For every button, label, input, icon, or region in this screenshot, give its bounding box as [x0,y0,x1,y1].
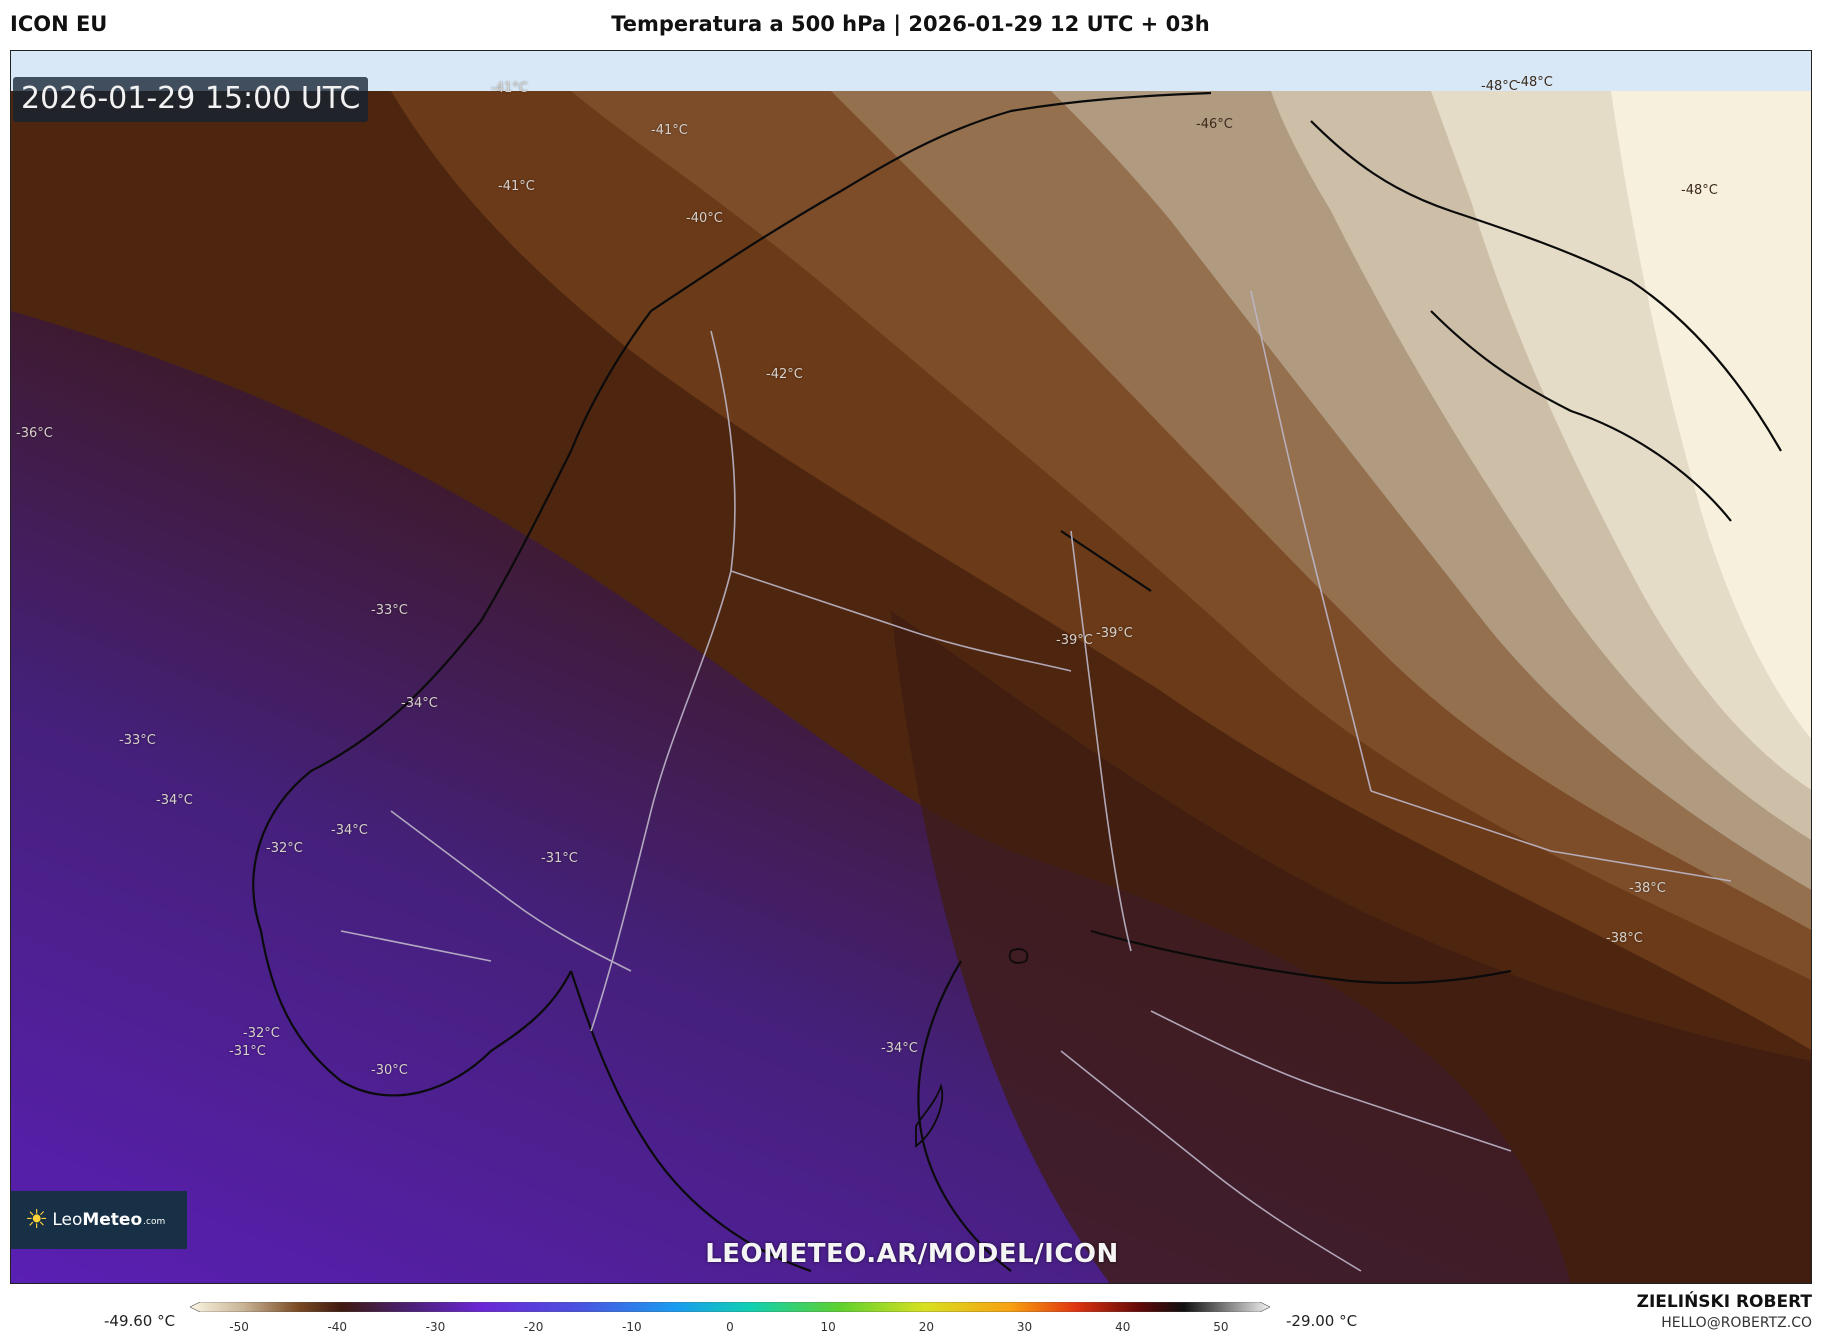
color-scale-bar [190,1302,1270,1312]
temperature-label: -46°C [1196,117,1233,132]
model-url-watermark: LEOMETEO.AR/MODEL/ICON [705,1239,1119,1269]
temperature-label: -42°C [766,367,803,382]
temperature-label: -39°C [1096,626,1133,641]
temperature-label: -41°C [498,179,535,194]
valid-time-badge: 2026-01-29 15:00 UTC [13,77,369,122]
color-scale-tick: -50 [229,1320,249,1334]
color-scale-tick: -20 [523,1320,544,1334]
map-title: Temperatura a 500 hPa | 2026-01-29 12 UT… [611,12,1210,36]
color-scale-tick: 20 [918,1320,934,1334]
temperature-label: -34°C [401,696,438,711]
color-scale-tick: 10 [820,1320,836,1334]
model-name: ICON EU [10,12,108,36]
temperature-label: -40°C [686,211,723,226]
legend-max-value: -29.00 °C [1286,1312,1358,1330]
sun-icon: ☀ [25,1205,49,1235]
temperature-label: -31°C [229,1044,266,1059]
logo-prefix: Leo [52,1210,83,1230]
color-scale-tick: 50 [1213,1320,1229,1334]
temperature-label: -36°C [16,426,53,441]
temperature-label: -33°C [119,733,156,748]
temperature-label: -32°C [243,1026,280,1041]
temperature-label: -41°C [651,123,688,138]
temperature-label: -41°C [491,81,528,96]
logo-suffix: .com [143,1217,166,1227]
temperature-label: -48°C [1481,79,1518,94]
color-scale-tick: -10 [622,1320,642,1334]
color-scale-tick: -40 [327,1320,348,1334]
temperature-label: -34°C [881,1041,918,1056]
temperature-label: -34°C [331,823,368,838]
color-scale-ticks: -50 -40 -30 -20 -10 0 10 20 30 40 50 [190,1320,1270,1338]
color-scale-tick: 0 [726,1320,734,1334]
temperature-label: -34°C [156,793,193,808]
color-scale-tick: -30 [425,1320,446,1334]
author-name: ZIELIŃSKI ROBERT [1636,1292,1812,1312]
color-scale-tick: 40 [1115,1320,1131,1334]
legend-min-value: -49.60 °C [104,1312,176,1330]
author-contact: HELLO@ROBERTZ.CO [1661,1315,1812,1331]
temperature-label: -39°C [1056,633,1093,648]
temperature-label: -33°C [371,603,408,618]
temperature-label: -31°C [541,851,578,866]
temperature-label: -38°C [1629,881,1666,896]
temperature-label: -48°C [1516,75,1553,90]
logo-brand: Meteo [82,1210,143,1230]
temperature-label: -30°C [371,1063,408,1078]
temperature-field [11,51,1811,1283]
temperature-label: -32°C [266,841,303,856]
map-area[interactable]: 2026-01-29 15:00 UTC -41°C -41°C -41°C -40°… [10,50,1812,1284]
temperature-label: -48°C [1681,183,1718,198]
temperature-label: -38°C [1606,931,1643,946]
leometeo-logo[interactable]: ☀ Leo Meteo .com [11,1191,187,1249]
color-scale-tick: 30 [1016,1320,1033,1334]
